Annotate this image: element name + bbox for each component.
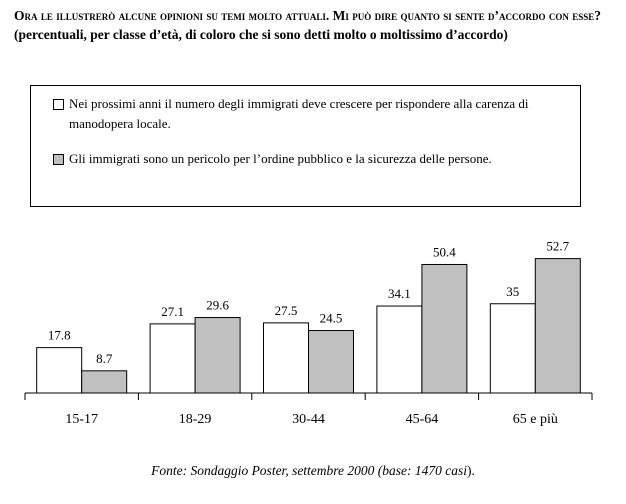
bar-series-1-18-29 — [149, 323, 196, 394]
chart-title-note: (percentuali, per classe d’età, di color… — [14, 27, 508, 42]
legend-label-series-2: Gli immigrati sono un pericolo per l’ord… — [69, 151, 492, 166]
bar-series-2-30-44 — [308, 330, 354, 394]
bar-series-2-65-e-più — [534, 258, 581, 394]
bar-series-1-30-44 — [263, 322, 309, 394]
data-label-series-2-18-29: 29.6 — [206, 298, 229, 313]
category-label-45-64: 45-64 — [406, 412, 439, 427]
chart-title: Ora le illustrerò alcune opinioni su tem… — [14, 6, 614, 44]
category-label-30-44: 30-44 — [292, 412, 325, 427]
source-text: Fonte: Sondaggio Poster, settembre 2000 … — [151, 463, 468, 478]
bar-series-1-15-17 — [36, 347, 83, 394]
data-label-series-1-18-29: 27.1 — [161, 304, 184, 319]
bar-series-1-45-64 — [376, 305, 423, 394]
data-label-series-1-45-64: 34.1 — [388, 286, 411, 301]
value-labels-group: 17.8 8.7 27.1 29.6 27.5 24.5 34.1 50.4 35 52.7 — [48, 239, 570, 366]
legend-swatch-series-2 — [53, 154, 64, 165]
legend-swatch-series-1 — [53, 99, 64, 110]
bar-series-2-18-29 — [194, 317, 241, 394]
data-label-series-1-30-44: 27.5 — [275, 303, 298, 318]
bar-chart: 17.8 8.7 27.1 29.6 27.5 24.5 34.1 50.4 35 52.7 15… — [24, 239, 593, 427]
legend: Nei prossimi anni il numero degli immigr… — [30, 85, 581, 207]
legend-item-series-1: Nei prossimi anni il numero degli immigr… — [53, 94, 563, 134]
legend-item-series-2: Gli immigrati sono un pericolo per l’ord… — [53, 149, 563, 169]
data-label-series-1-65-e-più: 35 — [506, 284, 519, 299]
x-axis: 15-17 18-29 30-44 45-64 65 e più — [24, 392, 593, 427]
data-label-series-1-15-17: 17.8 — [48, 328, 71, 343]
bars-group — [36, 258, 581, 394]
category-label-65-e-più: 65 e più — [513, 412, 558, 427]
chart-title-question: Ora le illustrerò alcune opinioni su tem… — [14, 8, 602, 23]
data-label-series-2-15-17: 8.7 — [96, 351, 113, 366]
bar-series-1-65-e-più — [489, 303, 536, 394]
legend-label-series-1: Nei prossimi anni il numero degli immigr… — [69, 96, 529, 131]
data-label-series-2-65-e-più: 52.7 — [546, 239, 569, 254]
category-label-18-29: 18-29 — [179, 412, 212, 427]
source-tail: ). — [467, 463, 475, 478]
bar-series-2-15-17 — [81, 370, 128, 394]
source-note: Fonte: Sondaggio Poster, settembre 2000 … — [0, 463, 626, 479]
data-label-series-2-30-44: 24.5 — [320, 311, 343, 326]
bar-series-2-45-64 — [421, 263, 468, 394]
category-label-15-17: 15-17 — [65, 412, 98, 427]
data-label-series-2-45-64: 50.4 — [433, 244, 456, 259]
